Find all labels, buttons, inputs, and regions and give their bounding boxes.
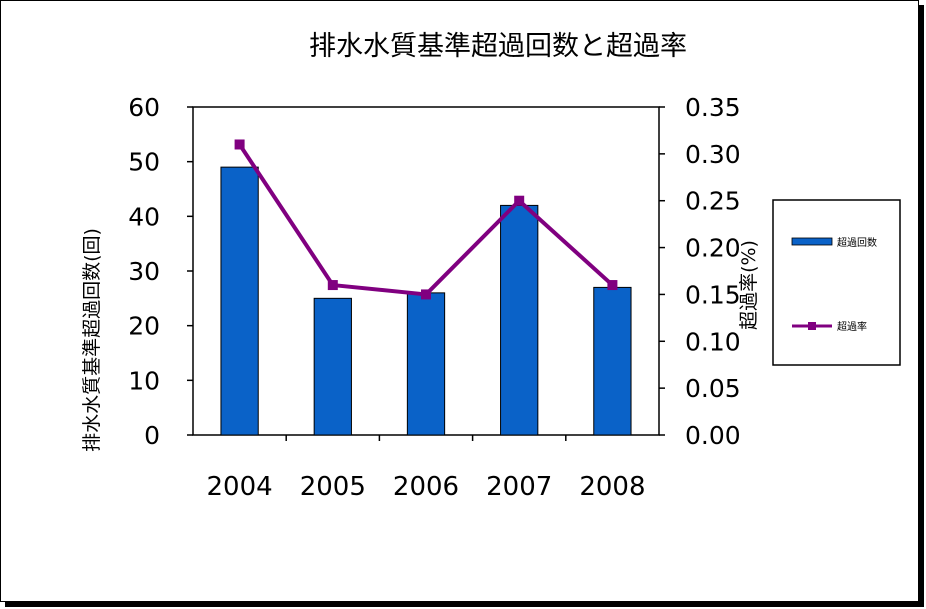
right-tick-label: 0.10 [685,327,741,356]
legend-box [772,199,901,366]
right-tick-label: 0.25 [685,187,741,216]
category-label: 2007 [486,472,552,502]
left-tick-label: 10 [128,366,160,395]
bar-2005 [313,297,352,436]
left-tick-label: 60 [128,93,160,122]
legend-line-marker [808,322,816,330]
y-left-axis-label: 排水水質基準超過回数(回) [81,228,103,452]
left-tick-label: 20 [128,312,160,341]
y-right-axis-label: 超過率(%) [738,240,760,330]
right-tick-label: 0.35 [685,93,741,122]
left-tick-label: 50 [128,148,160,177]
left-tick-label: 40 [128,202,160,231]
left-tick-label: 0 [144,421,160,450]
bar-series [220,166,632,436]
category-label: 2008 [579,472,645,502]
legend: 超過回数 超過率 [772,199,901,366]
line-marker-2005 [327,280,338,291]
bar-2008 [593,286,632,436]
chart-title: 排水水質基準超過回数と超過率 [309,31,687,62]
category-label: 2006 [393,472,459,502]
legend-line-label: 超過率 [837,320,867,333]
left-tick-label: 30 [128,257,160,286]
line-marker-2007 [514,195,525,206]
line-marker-2006 [421,289,431,300]
right-tick-label: 0.30 [685,140,741,169]
bar-2004 [220,166,259,436]
right-tick-label: 0.15 [685,280,741,309]
line-marker-2004 [234,139,245,150]
line-marker-2008 [607,280,618,291]
category-label: 2004 [207,472,273,502]
legend-bar-swatch [791,237,833,246]
bar-2006 [406,292,446,436]
line-series [234,139,618,300]
right-axis-ticks: 0.00 0.05 0.10 0.15 0.20 0.25 0.30 0.35 [659,93,741,450]
legend-bar-label: 超過回数 [837,236,877,249]
right-tick-label: 0.20 [685,234,741,263]
category-label: 2005 [300,472,366,502]
category-labels: 2004 2005 2006 2007 2008 [207,435,645,502]
right-tick-label: 0.05 [685,374,741,403]
left-axis-ticks: 0 10 20 30 40 50 60 [128,93,193,450]
right-tick-label: 0.00 [685,421,741,450]
bar-2007 [500,204,539,436]
